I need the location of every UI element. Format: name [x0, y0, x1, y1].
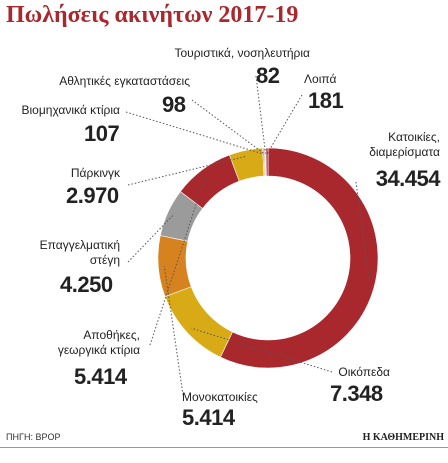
value-label: 7.348	[330, 381, 383, 406]
category-label: Αθλητικές εγκαταστάσεις	[59, 74, 190, 88]
category-label: Επαγγελματική στέγη	[39, 238, 120, 267]
category-label: Τουριστικά, νοσηλευτήρια	[174, 46, 310, 60]
leader-line	[163, 265, 184, 396]
category-label: Κατοικίες, διαμερίσματα	[369, 130, 440, 159]
donut-slice	[265, 147, 269, 177]
category-label: Αποθήκες, γεωργικά κτίρια	[57, 328, 140, 357]
leader-line	[127, 155, 248, 186]
value-label: 107	[84, 121, 120, 146]
title: Πωλήσεις ακινήτων 2017-19	[6, 2, 299, 28]
leader-line	[255, 75, 267, 155]
value-label: 5.414	[182, 405, 235, 430]
category-label: Πάρκινγκ	[70, 166, 120, 180]
category-label: Βιομηχανικά κτίρια	[21, 103, 120, 117]
leader-line	[191, 99, 265, 155]
donut-slice	[164, 286, 233, 358]
leader-line	[355, 181, 370, 282]
value-label: 5.414	[74, 364, 127, 389]
value-label: 98	[162, 92, 186, 117]
donut-slice	[220, 147, 379, 369]
value-label: 34.454	[375, 166, 441, 191]
rule	[0, 447, 448, 448]
leader-line	[127, 214, 174, 263]
leader-line	[125, 111, 264, 155]
value-label: 2.970	[66, 183, 119, 208]
value-label: 181	[308, 88, 344, 113]
category-label: Οικόπεδα	[338, 365, 390, 379]
category-label: Μονοκατοικίες	[182, 390, 258, 404]
value-label: 4.250	[60, 272, 113, 297]
source: ΠΗΓΗ: ΒΡΟΡ	[6, 432, 61, 442]
donut-slice	[157, 235, 192, 297]
category-label: Λοιπά	[304, 72, 337, 86]
leader-line	[191, 327, 333, 373]
brand: Η ΚΑΘΗΜΕΡΙΝΗ	[362, 432, 444, 443]
value-label: 82	[256, 63, 280, 88]
leader-line	[266, 94, 303, 155]
